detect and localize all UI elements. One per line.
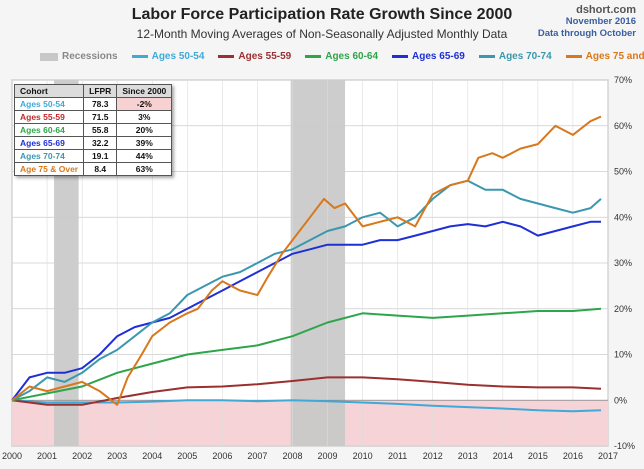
cohort-since-2000: 3% bbox=[116, 110, 173, 124]
legend-swatch bbox=[392, 55, 409, 58]
y-tick-label: 20% bbox=[614, 304, 632, 314]
x-tick-label: 2005 bbox=[177, 451, 197, 461]
y-tick-label: -10% bbox=[614, 441, 635, 451]
chart-title: Labor Force Participation Rate Growth Si… bbox=[131, 6, 513, 23]
legend-swatch bbox=[218, 55, 235, 58]
y-tick-label: 60% bbox=[614, 121, 632, 131]
cohort-since-2000: 39% bbox=[116, 136, 173, 150]
cohort-name: Age 75 & Over bbox=[13, 162, 85, 176]
cohort-table-row: Ages 55-59 71.5 3% bbox=[13, 110, 173, 124]
legend-label: Ages 50-54 bbox=[151, 51, 205, 62]
cohort-table-row: Ages 50-54 78.3 -2% bbox=[13, 97, 173, 111]
chart-legend: Recessions Ages 50-54 Ages 55-59 Ages 60-6… bbox=[40, 51, 644, 62]
series-line-ages-55-59 bbox=[11, 376, 602, 406]
x-tick-label: 2000 bbox=[2, 451, 22, 461]
cohort-lfpr: 19.1 bbox=[83, 149, 118, 163]
cohort-since-2000: -2% bbox=[116, 97, 173, 111]
x-tick-label: 2012 bbox=[423, 451, 443, 461]
legend-label: Ages 55-59 bbox=[238, 51, 292, 62]
cohort-table-row: Ages 70-74 19.1 44% bbox=[13, 149, 173, 163]
recession-swatch bbox=[40, 52, 58, 61]
cohort-table-row: Ages 65-69 32.2 39% bbox=[13, 136, 173, 150]
y-tick-label: 10% bbox=[614, 350, 632, 360]
cohort-name: Ages 50-54 bbox=[13, 97, 85, 111]
legend-swatch bbox=[131, 55, 148, 58]
source-date: November 2016 bbox=[565, 16, 636, 27]
series-line-ages-65-69 bbox=[11, 220, 601, 401]
y-tick-label: 30% bbox=[614, 258, 632, 268]
series-line-ages-50-54 bbox=[11, 399, 602, 413]
legend-item-ages-50-54: Ages 50-54 bbox=[131, 51, 205, 62]
cohort-since-2000: 44% bbox=[116, 149, 173, 163]
series-line-ages-60-64 bbox=[11, 307, 602, 402]
legend-swatch bbox=[478, 55, 495, 58]
header-cohort: Cohort bbox=[13, 84, 85, 98]
y-tick-label: 70% bbox=[614, 75, 632, 85]
legend-item-ages-75-and-over: Ages 75 and Over bbox=[565, 51, 644, 62]
legend-label: Ages 70-74 bbox=[498, 51, 552, 62]
series-line-ages-70-74 bbox=[11, 179, 602, 402]
cohort-name: Ages 60-64 bbox=[13, 123, 85, 137]
x-tick-label: 2017 bbox=[598, 451, 618, 461]
legend-label: Ages 75 and Over bbox=[585, 51, 644, 62]
header-since-2000: Since 2000 bbox=[116, 84, 173, 98]
x-tick-label: 2004 bbox=[142, 451, 162, 461]
cohort-since-2000: 63% bbox=[116, 162, 173, 176]
cohort-lfpr: 55.8 bbox=[83, 123, 118, 137]
series-line-ages-75-and-over bbox=[11, 115, 602, 406]
source-site: dshort.com bbox=[576, 4, 636, 16]
cohort-table-header: Cohort LFPR Since 2000 bbox=[13, 84, 173, 98]
x-tick-label: 2015 bbox=[528, 451, 548, 461]
cohort-table-row: Ages 60-64 55.8 20% bbox=[13, 123, 173, 137]
x-tick-label: 2013 bbox=[458, 451, 478, 461]
cohort-table: Cohort LFPR Since 2000 Ages 50-54 78.3 -2%… bbox=[13, 84, 173, 176]
x-tick-label: 2006 bbox=[212, 451, 232, 461]
legend-swatch bbox=[565, 55, 582, 58]
cohort-lfpr: 8.4 bbox=[83, 162, 118, 176]
legend-label-recessions: Recessions bbox=[62, 51, 118, 62]
x-tick-label: 2010 bbox=[353, 451, 373, 461]
legend-swatch bbox=[305, 55, 322, 58]
x-tick-label: 2007 bbox=[247, 451, 267, 461]
cohort-name: Ages 70-74 bbox=[13, 149, 85, 163]
legend-item-recessions: Recessions bbox=[40, 51, 118, 62]
legend-item-ages-65-69: Ages 65-69 bbox=[392, 51, 465, 62]
x-tick-label: 2011 bbox=[388, 451, 407, 461]
chart-subtitle: 12-Month Moving Averages of Non-Seasonal… bbox=[136, 27, 508, 41]
cohort-name: Ages 65-69 bbox=[13, 136, 85, 150]
legend-label: Ages 60-64 bbox=[325, 51, 379, 62]
cohort-lfpr: 78.3 bbox=[83, 97, 118, 111]
x-tick-label: 2001 bbox=[37, 451, 57, 461]
legend-item-ages-55-59: Ages 55-59 bbox=[218, 51, 291, 62]
source-data-through: Data through October bbox=[537, 28, 636, 39]
cohort-since-2000: 20% bbox=[116, 123, 173, 137]
header-lfpr: LFPR bbox=[83, 84, 118, 98]
y-tick-label: 40% bbox=[614, 212, 632, 222]
y-tick-label: 0% bbox=[614, 395, 627, 405]
x-tick-label: 2003 bbox=[107, 451, 127, 461]
x-tick-label: 2009 bbox=[318, 451, 338, 461]
cohort-name: Ages 55-59 bbox=[13, 110, 85, 124]
legend-item-ages-60-64: Ages 60-64 bbox=[305, 51, 378, 62]
x-tick-label: 2002 bbox=[72, 451, 92, 461]
y-tick-label: 50% bbox=[614, 167, 632, 177]
legend-item-ages-70-74: Ages 70-74 bbox=[478, 51, 552, 62]
x-tick-label: 2008 bbox=[282, 451, 302, 461]
cohort-lfpr: 32.2 bbox=[83, 136, 118, 150]
legend-label: Ages 65-69 bbox=[412, 51, 465, 62]
cohort-lfpr: 71.5 bbox=[83, 110, 118, 124]
x-tick-label: 2016 bbox=[563, 451, 583, 461]
source-note: dshort.com November 2016 Data through Oc… bbox=[538, 4, 636, 40]
cohort-table-row: Age 75 & Over 8.4 63% bbox=[13, 162, 173, 176]
x-tick-label: 2014 bbox=[493, 451, 513, 461]
